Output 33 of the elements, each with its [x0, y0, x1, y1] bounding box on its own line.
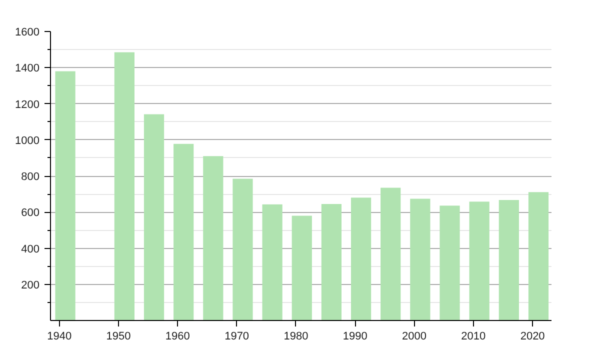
y-tick-label: 800 — [21, 171, 40, 183]
bar — [203, 156, 224, 320]
bar — [498, 200, 519, 320]
bar — [292, 216, 312, 320]
y-tick-label: 400 — [21, 243, 40, 256]
x-tick-label: 1960 — [165, 330, 190, 342]
bar — [114, 52, 134, 320]
x-tick-label: 1950 — [106, 330, 131, 342]
y-tick-label: 1000 — [15, 134, 40, 147]
bar — [144, 114, 164, 320]
x-tick-label: 1980 — [284, 330, 308, 342]
bar — [55, 71, 76, 320]
bar — [469, 202, 490, 320]
bar — [528, 192, 549, 320]
x-tick-label: 2010 — [461, 330, 486, 342]
x-tick-label: 1990 — [342, 330, 368, 342]
bar — [440, 206, 460, 320]
bar — [232, 178, 253, 320]
bar — [350, 198, 372, 320]
y-tick-label: 200 — [21, 279, 40, 292]
bar — [321, 204, 342, 320]
y-tick-label: 1600 — [15, 26, 40, 38]
y-tick-label: 1400 — [15, 62, 40, 75]
y-tick-label: 600 — [21, 207, 40, 220]
x-tick-label: 1940 — [47, 330, 72, 342]
bar — [174, 144, 194, 320]
x-tick-label: 2020 — [520, 330, 545, 342]
bar — [410, 198, 430, 320]
x-tick-label: 2000 — [402, 330, 427, 342]
bar — [380, 188, 401, 320]
bar — [262, 204, 282, 320]
y-tick-label: 1200 — [15, 98, 40, 111]
x-tick-label: 1970 — [224, 330, 250, 342]
